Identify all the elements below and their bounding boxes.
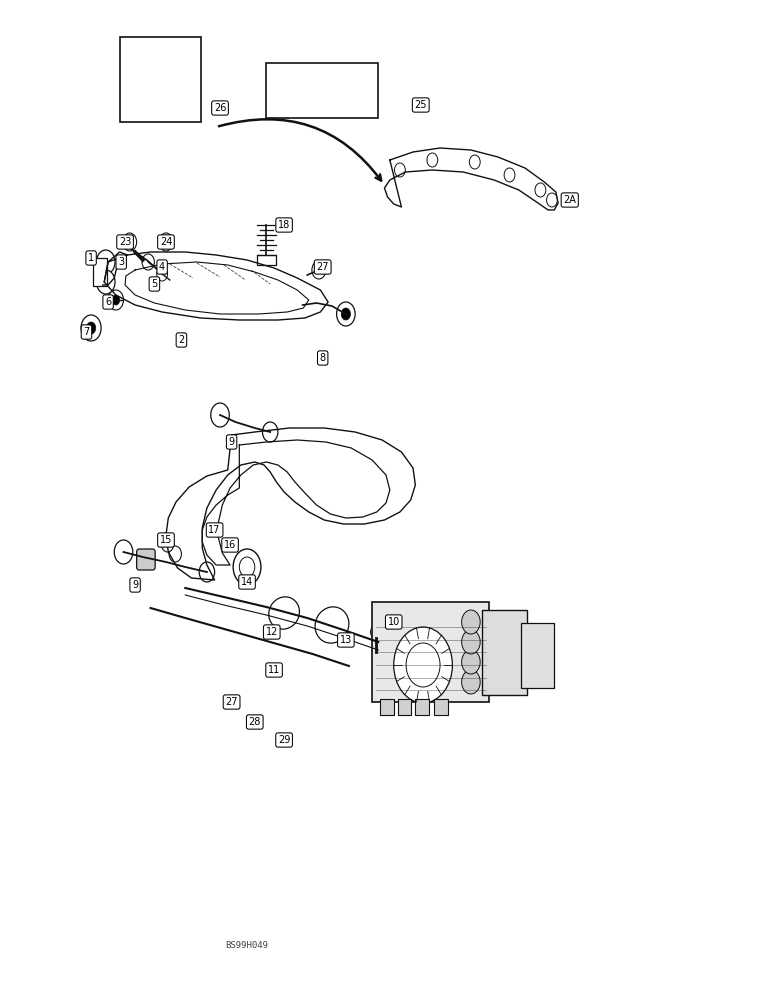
Bar [93, 258, 107, 286]
Text: 26: 26 [214, 103, 226, 113]
FancyBboxPatch shape [137, 549, 155, 570]
Circle shape [394, 163, 405, 177]
Bar [398, 699, 411, 715]
Circle shape [462, 670, 480, 694]
Circle shape [371, 625, 381, 639]
Text: BS99H049: BS99H049 [225, 940, 269, 950]
Circle shape [159, 233, 173, 251]
Circle shape [337, 302, 355, 326]
Circle shape [462, 630, 480, 654]
Ellipse shape [269, 597, 300, 629]
Text: 9: 9 [132, 580, 138, 590]
Circle shape [211, 403, 229, 427]
Bar [257, 255, 276, 265]
Circle shape [81, 315, 101, 341]
Text: 14: 14 [241, 577, 253, 587]
Circle shape [108, 290, 124, 310]
Text: 2A: 2A [564, 195, 576, 205]
Text: 15: 15 [160, 535, 172, 545]
Text: 11: 11 [268, 665, 280, 675]
Bar [482, 610, 527, 695]
Text: 23: 23 [119, 237, 131, 247]
Text: 28: 28 [249, 717, 261, 727]
Ellipse shape [315, 607, 349, 643]
Text: 7: 7 [83, 327, 90, 337]
Text: 12: 12 [266, 627, 278, 637]
Circle shape [469, 155, 480, 169]
Text: 24: 24 [160, 237, 172, 247]
Text: 27: 27 [225, 697, 238, 707]
Text: 6: 6 [105, 297, 111, 307]
Text: 8: 8 [320, 353, 326, 363]
Text: 17: 17 [208, 525, 221, 535]
Circle shape [112, 295, 120, 305]
Bar [120, 37, 201, 122]
Text: 2: 2 [178, 335, 185, 345]
Circle shape [462, 650, 480, 674]
Circle shape [169, 546, 181, 562]
Circle shape [142, 254, 154, 270]
Circle shape [157, 267, 168, 281]
Bar [372, 602, 489, 702]
Text: 10: 10 [388, 617, 400, 627]
Circle shape [312, 261, 326, 279]
Text: 27: 27 [317, 262, 329, 272]
Bar [521, 623, 554, 688]
Text: 13: 13 [340, 635, 352, 645]
Bar [434, 699, 448, 715]
Circle shape [341, 308, 350, 320]
Text: 29: 29 [278, 735, 290, 745]
Circle shape [161, 536, 174, 552]
Bar [266, 63, 378, 118]
Text: 18: 18 [278, 220, 290, 230]
Circle shape [462, 610, 480, 634]
Text: 9: 9 [229, 437, 235, 447]
Bar [380, 699, 394, 715]
Text: 4: 4 [159, 262, 165, 272]
Circle shape [86, 322, 96, 334]
Bar [415, 699, 429, 715]
Circle shape [239, 557, 255, 577]
Circle shape [535, 183, 546, 197]
Text: 25: 25 [415, 100, 427, 110]
Circle shape [262, 422, 278, 442]
Circle shape [114, 540, 133, 564]
Circle shape [199, 562, 215, 582]
Circle shape [123, 233, 137, 251]
Circle shape [96, 270, 115, 294]
Circle shape [547, 193, 557, 207]
Circle shape [504, 168, 515, 182]
Text: 3: 3 [118, 257, 124, 267]
Circle shape [233, 549, 261, 585]
Circle shape [406, 643, 440, 687]
Circle shape [96, 250, 115, 274]
Circle shape [427, 153, 438, 167]
Text: 16: 16 [224, 540, 236, 550]
Circle shape [394, 627, 452, 703]
Text: 5: 5 [151, 279, 157, 289]
Text: 1: 1 [88, 253, 94, 263]
